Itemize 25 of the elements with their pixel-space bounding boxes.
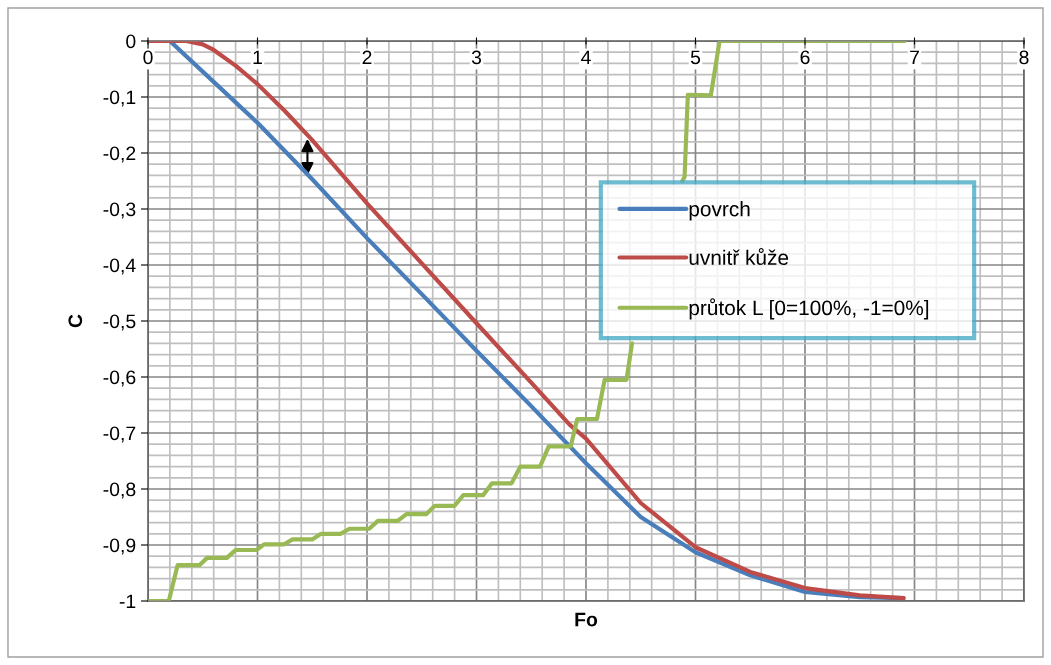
- y-axis-title: C: [68, 314, 83, 328]
- x-tick-label: 8: [1019, 50, 1029, 65]
- y-tick-label: -0,5: [103, 314, 136, 331]
- y-tick-label: -0,9: [103, 538, 136, 555]
- y-tick-label: -0,8: [103, 482, 136, 499]
- y-tick-label: -0,2: [103, 146, 136, 163]
- y-tick-label: -0,4: [103, 258, 136, 275]
- y-tick-label: 0: [126, 34, 136, 49]
- x-tick-label: 3: [471, 50, 482, 65]
- x-tick-label: 4: [581, 50, 591, 65]
- legend-label: uvnitř kůže: [689, 247, 789, 265]
- x-tick-label: 7: [910, 50, 919, 65]
- x-axis-title: Fo: [575, 612, 598, 627]
- x-tick-label: 2: [362, 50, 372, 65]
- x-tick-label: 1: [253, 50, 262, 65]
- y-tick-label: -0,1: [103, 90, 136, 107]
- y-tick-label: -0,3: [103, 202, 136, 219]
- y-tick-label: -0,6: [103, 370, 136, 387]
- x-tick-label: 0: [143, 50, 153, 65]
- x-tick-label: 5: [690, 50, 701, 65]
- legend-label: povrch: [689, 201, 750, 221]
- y-tick-label: -0,7: [103, 426, 136, 443]
- y-tick-label: -1: [119, 594, 136, 609]
- legend-label: průtok L [0=100%, -1=0%]: [689, 298, 929, 320]
- x-tick-label: 6: [800, 50, 810, 65]
